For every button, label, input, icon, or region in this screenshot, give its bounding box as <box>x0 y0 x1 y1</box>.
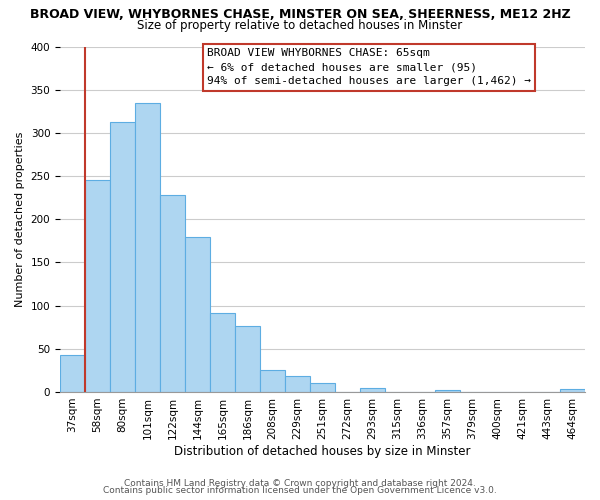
Bar <box>260 370 285 392</box>
Bar <box>210 314 235 392</box>
Bar <box>185 236 210 392</box>
Text: Contains public sector information licensed under the Open Government Licence v3: Contains public sector information licen… <box>103 486 497 495</box>
Bar <box>435 390 460 392</box>
Bar <box>560 390 585 392</box>
Text: BROAD VIEW WHYBORNES CHASE: 65sqm
← 6% of detached houses are smaller (95)
94% o: BROAD VIEW WHYBORNES CHASE: 65sqm ← 6% o… <box>207 48 531 86</box>
Bar <box>110 122 135 392</box>
X-axis label: Distribution of detached houses by size in Minster: Distribution of detached houses by size … <box>174 444 471 458</box>
Bar <box>135 102 160 392</box>
Text: Size of property relative to detached houses in Minster: Size of property relative to detached ho… <box>137 19 463 32</box>
Bar <box>360 388 385 392</box>
Bar <box>60 355 85 392</box>
Text: Contains HM Land Registry data © Crown copyright and database right 2024.: Contains HM Land Registry data © Crown c… <box>124 478 476 488</box>
Bar <box>160 195 185 392</box>
Text: BROAD VIEW, WHYBORNES CHASE, MINSTER ON SEA, SHEERNESS, ME12 2HZ: BROAD VIEW, WHYBORNES CHASE, MINSTER ON … <box>29 8 571 20</box>
Bar <box>310 384 335 392</box>
Y-axis label: Number of detached properties: Number of detached properties <box>15 132 25 307</box>
Bar <box>85 180 110 392</box>
Bar <box>285 376 310 392</box>
Bar <box>235 326 260 392</box>
